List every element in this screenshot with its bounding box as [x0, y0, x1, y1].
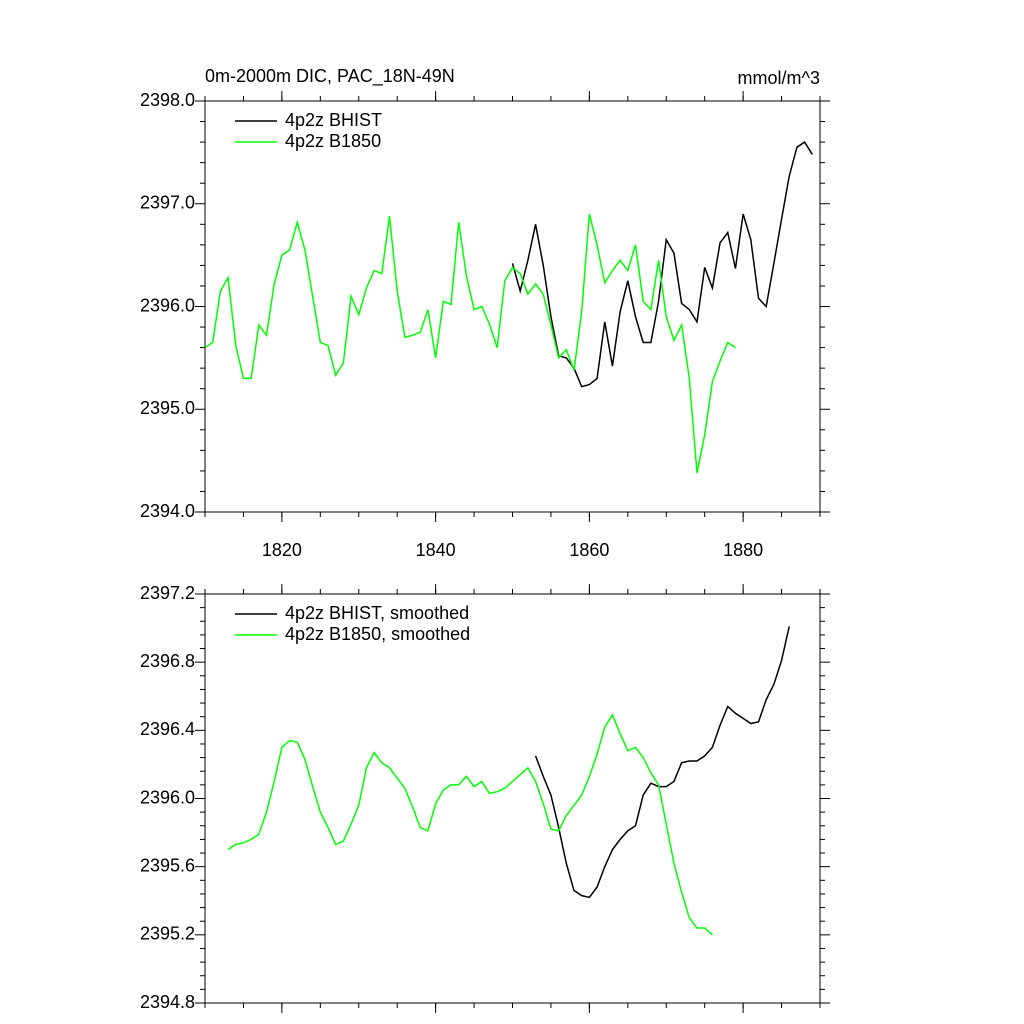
y-tick-label: 2395.6 [140, 855, 195, 875]
legend-label: 4p2z BHIST, smoothed [285, 603, 469, 623]
x-tick-label: 1860 [569, 540, 609, 560]
data-line [511, 141, 813, 388]
x-tick-label: 1880 [723, 540, 763, 560]
y-tick-label: 2394.8 [140, 992, 195, 1012]
legend-label: 4p2z B1850, smoothed [285, 624, 470, 644]
y-tick-label: 2397.0 [140, 193, 195, 213]
y-tick-label: 2396.0 [140, 787, 195, 807]
plot-frame [204, 593, 821, 1004]
units-label: mmol/m^3 [738, 68, 820, 88]
y-tick-label: 2395.2 [140, 924, 195, 944]
y-tick-label: 2397.2 [140, 583, 195, 603]
legend-label: 4p2z BHIST [285, 110, 382, 130]
chart-title: 0m-2000m DIC, PAC_18N-49N [205, 66, 455, 87]
y-tick-label: 2395.0 [140, 398, 195, 418]
data-line [204, 213, 736, 474]
data-line [534, 626, 790, 899]
y-tick-label: 2394.0 [140, 501, 195, 521]
y-tick-label: 2396.0 [140, 295, 195, 315]
y-tick-label: 2398.0 [140, 90, 195, 110]
y-tick-label: 2396.8 [140, 651, 195, 671]
x-tick-label: 1840 [416, 540, 456, 560]
x-tick-label: 1820 [262, 540, 302, 560]
legend-label: 4p2z B1850 [285, 131, 381, 151]
data-line [227, 713, 713, 936]
y-tick-label: 2396.4 [140, 719, 195, 739]
plot-frame [204, 100, 821, 513]
